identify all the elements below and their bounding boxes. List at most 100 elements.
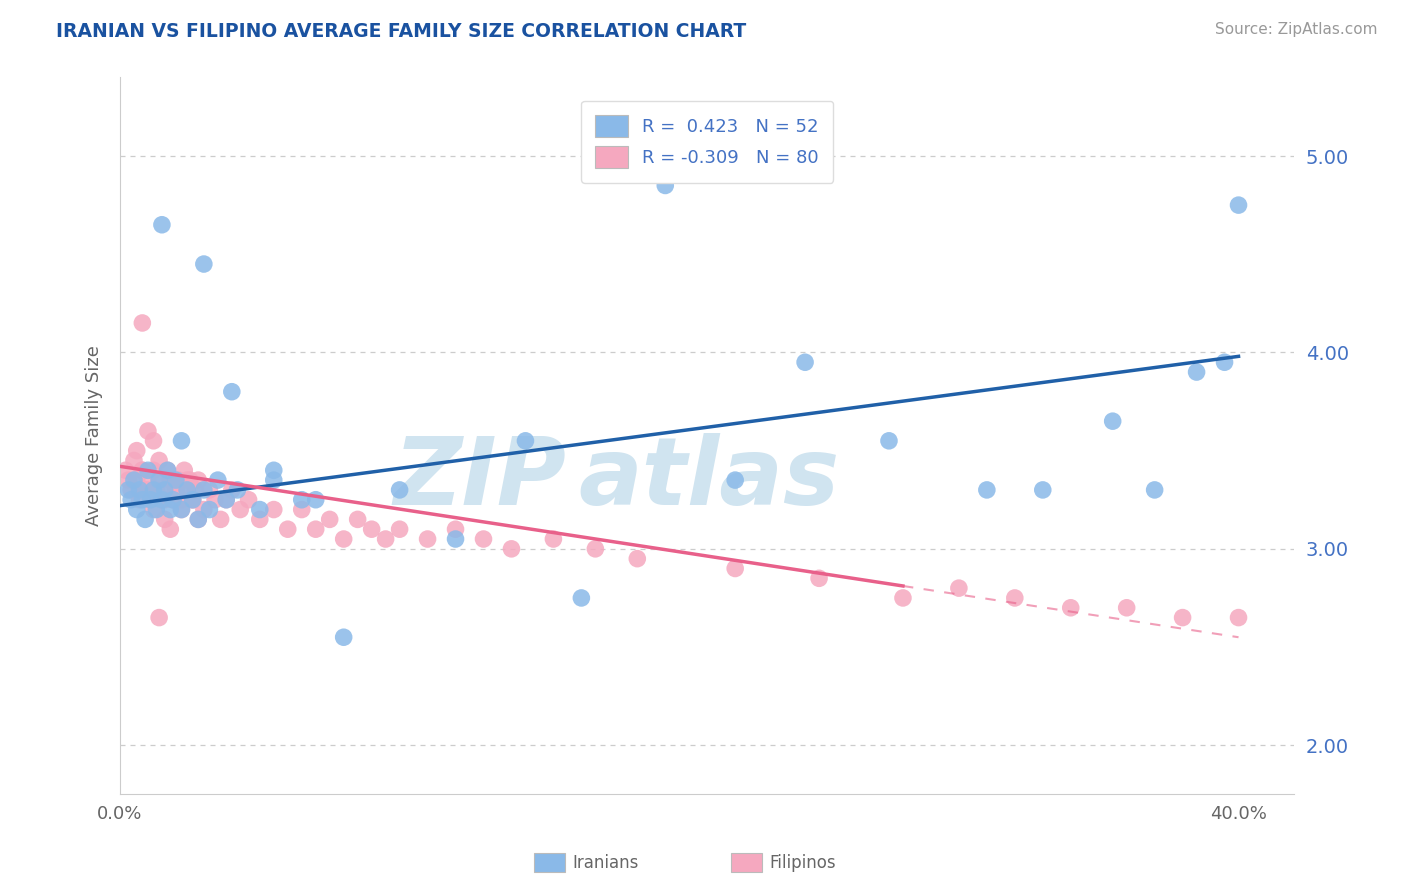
Point [221,483,243,497]
Text: atlas: atlas [578,433,839,524]
Point [332,630,354,644]
Point [193,257,215,271]
Text: Iranians: Iranians [572,854,638,871]
Point [181,492,204,507]
Point [117,473,139,487]
Point [318,512,340,526]
Point [122,473,145,487]
Point [148,473,170,487]
Point [976,483,998,497]
Point [374,532,396,546]
Point [153,483,176,497]
Point [360,522,382,536]
Point [569,591,592,605]
Point [198,502,221,516]
Point [277,522,299,536]
Point [238,492,260,507]
Point [162,492,184,507]
Point [204,492,226,507]
Point [159,473,181,487]
Point [249,512,271,526]
Point [249,502,271,516]
Point [170,502,193,516]
Point [187,512,209,526]
Bar [731,853,762,872]
Bar [534,853,565,872]
Point [125,443,148,458]
Point [346,512,368,526]
Point [1213,355,1236,369]
Point [131,492,153,507]
Point [1171,610,1194,624]
Point [877,434,900,448]
Point [120,492,142,507]
Point [159,522,181,536]
Y-axis label: Average Family Size: Average Family Size [86,345,103,526]
Point [1060,600,1083,615]
Point [291,492,314,507]
Point [654,178,676,193]
Point [122,453,145,467]
Point [1004,591,1026,605]
Point [117,483,139,497]
Point [136,463,159,477]
Point [153,492,176,507]
Point [724,473,747,487]
Text: IRANIAN VS FILIPINO AVERAGE FAMILY SIZE CORRELATION CHART: IRANIAN VS FILIPINO AVERAGE FAMILY SIZE … [56,22,747,41]
Point [142,463,165,477]
Point [170,434,193,448]
Point [170,502,193,516]
Point [136,424,159,438]
Point [444,522,467,536]
Point [1143,483,1166,497]
Point [150,492,173,507]
Point [1227,198,1250,212]
Point [153,483,176,497]
Point [193,502,215,516]
Point [388,522,411,536]
Point [134,483,156,497]
Point [142,483,165,497]
Point [150,218,173,232]
Point [176,483,198,497]
Point [142,434,165,448]
Point [187,473,209,487]
Point [173,463,195,477]
Point [221,384,243,399]
Point [808,571,831,585]
Point [1032,483,1054,497]
Point [209,512,232,526]
Legend: R =  0.423   N = 52, R = -0.309   N = 80: R = 0.423 N = 52, R = -0.309 N = 80 [581,101,834,183]
Point [176,483,198,497]
Point [131,463,153,477]
Point [159,473,181,487]
Point [125,502,148,516]
Point [263,473,285,487]
Point [165,483,187,497]
Point [181,492,204,507]
Point [444,532,467,546]
Point [207,473,229,487]
Point [626,551,648,566]
Text: ZIP: ZIP [394,433,567,524]
Point [181,492,204,507]
Point [229,502,252,516]
Point [215,492,238,507]
Point [198,483,221,497]
Point [794,355,817,369]
Point [472,532,495,546]
Point [159,502,181,516]
Point [187,512,209,526]
Point [120,483,142,497]
Point [891,591,914,605]
Point [148,610,170,624]
Point [305,522,328,536]
Point [125,473,148,487]
Point [156,463,179,477]
Point [136,473,159,487]
Point [131,463,153,477]
Point [305,492,328,507]
Point [162,492,184,507]
Point [332,532,354,546]
Point [153,512,176,526]
